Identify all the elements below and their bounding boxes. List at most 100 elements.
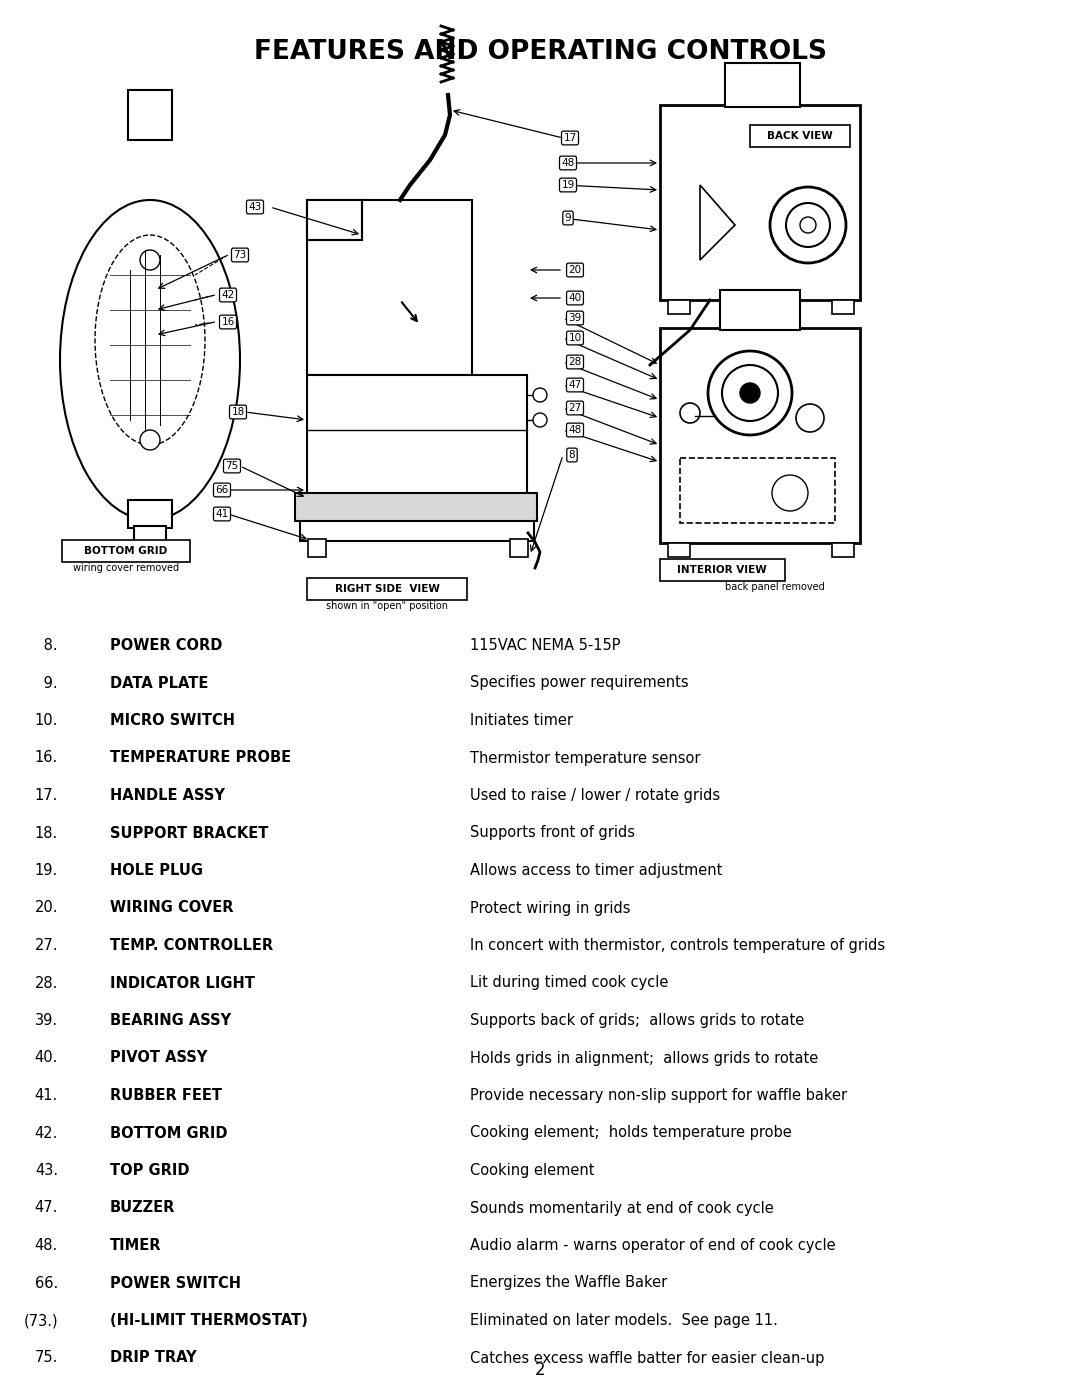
Circle shape xyxy=(740,383,760,402)
Text: HANDLE ASSY: HANDLE ASSY xyxy=(110,788,225,803)
Text: 66: 66 xyxy=(215,485,229,495)
Bar xyxy=(300,520,534,541)
Text: FEATURES AND OPERATING CONTROLS: FEATURES AND OPERATING CONTROLS xyxy=(254,39,826,66)
Text: BUZZER: BUZZER xyxy=(110,1200,175,1215)
Text: back panel removed: back panel removed xyxy=(725,583,825,592)
Text: Thermistor temperature sensor: Thermistor temperature sensor xyxy=(470,750,701,766)
Text: Eliminated on later models.  See page 11.: Eliminated on later models. See page 11. xyxy=(470,1313,778,1329)
Text: 39: 39 xyxy=(568,313,582,323)
Bar xyxy=(307,200,472,374)
Bar xyxy=(720,291,800,330)
Circle shape xyxy=(534,414,546,427)
Text: BACK VIEW: BACK VIEW xyxy=(767,131,833,141)
Text: 27: 27 xyxy=(568,402,582,414)
Text: (HI-LIMIT THERMOSTAT): (HI-LIMIT THERMOSTAT) xyxy=(110,1313,308,1329)
Bar xyxy=(660,328,860,543)
Text: Provide necessary non-slip support for waffle baker: Provide necessary non-slip support for w… xyxy=(470,1088,847,1104)
Bar xyxy=(308,539,326,557)
Circle shape xyxy=(723,365,778,420)
Text: TIMER: TIMER xyxy=(110,1238,162,1253)
Bar xyxy=(134,527,166,546)
Text: 27.: 27. xyxy=(35,937,58,953)
Text: 18.: 18. xyxy=(35,826,58,841)
Ellipse shape xyxy=(60,200,240,520)
Text: 17: 17 xyxy=(564,133,577,142)
Text: 115VAC NEMA 5-15P: 115VAC NEMA 5-15P xyxy=(470,638,621,652)
Polygon shape xyxy=(700,184,735,260)
Text: MICRO SWITCH: MICRO SWITCH xyxy=(110,712,235,728)
Text: TEMP. CONTROLLER: TEMP. CONTROLLER xyxy=(110,937,273,953)
Text: 8: 8 xyxy=(569,450,576,460)
Text: 20: 20 xyxy=(568,265,581,275)
Text: 20.: 20. xyxy=(35,901,58,915)
Text: INDICATOR LIGHT: INDICATOR LIGHT xyxy=(110,975,255,990)
Text: 19: 19 xyxy=(562,180,575,190)
Circle shape xyxy=(786,203,831,247)
Text: 19.: 19. xyxy=(35,863,58,877)
Circle shape xyxy=(534,388,546,402)
Bar xyxy=(680,458,835,522)
Text: Allows access to timer adjustment: Allows access to timer adjustment xyxy=(470,863,723,877)
Text: 10: 10 xyxy=(568,332,581,344)
Text: Cooking element: Cooking element xyxy=(470,1162,594,1178)
Text: Holds grids in alignment;  allows grids to rotate: Holds grids in alignment; allows grids t… xyxy=(470,1051,819,1066)
Text: HOLE PLUG: HOLE PLUG xyxy=(110,863,203,877)
Text: 47.: 47. xyxy=(35,1200,58,1215)
Text: 43: 43 xyxy=(248,203,261,212)
Text: 10.: 10. xyxy=(35,712,58,728)
Text: (73.): (73.) xyxy=(24,1313,58,1329)
Text: wiring cover removed: wiring cover removed xyxy=(73,563,179,573)
Text: Energizes the Waffle Baker: Energizes the Waffle Baker xyxy=(470,1275,667,1291)
Text: INTERIOR VIEW: INTERIOR VIEW xyxy=(677,564,767,576)
Text: POWER CORD: POWER CORD xyxy=(110,638,222,652)
Text: 28.: 28. xyxy=(35,975,58,990)
Text: Supports back of grids;  allows grids to rotate: Supports back of grids; allows grids to … xyxy=(470,1013,805,1028)
Bar xyxy=(295,493,537,521)
Text: 17.: 17. xyxy=(35,788,58,803)
Text: 47: 47 xyxy=(568,380,582,390)
Text: 75: 75 xyxy=(226,461,239,471)
Text: In concert with thermistor, controls temperature of grids: In concert with thermistor, controls tem… xyxy=(470,937,886,953)
Text: 75.: 75. xyxy=(35,1351,58,1365)
Bar xyxy=(307,374,527,495)
Text: TOP GRID: TOP GRID xyxy=(110,1162,189,1178)
Text: 42: 42 xyxy=(221,291,234,300)
Text: Specifies power requirements: Specifies power requirements xyxy=(470,676,689,690)
Bar xyxy=(669,300,690,314)
FancyBboxPatch shape xyxy=(660,559,785,581)
Text: Lit during timed cook cycle: Lit during timed cook cycle xyxy=(470,975,669,990)
Circle shape xyxy=(140,250,160,270)
Text: BEARING ASSY: BEARING ASSY xyxy=(110,1013,231,1028)
Circle shape xyxy=(796,404,824,432)
Text: 16.: 16. xyxy=(35,750,58,766)
Ellipse shape xyxy=(95,235,205,446)
Bar xyxy=(832,543,854,557)
Text: 40: 40 xyxy=(568,293,581,303)
Text: DATA PLATE: DATA PLATE xyxy=(110,676,208,690)
Text: 16: 16 xyxy=(221,317,234,327)
Text: 8.: 8. xyxy=(39,638,58,652)
FancyBboxPatch shape xyxy=(750,124,850,147)
Circle shape xyxy=(772,475,808,511)
Text: Cooking element;  holds temperature probe: Cooking element; holds temperature probe xyxy=(470,1126,792,1140)
FancyBboxPatch shape xyxy=(62,541,190,562)
Text: PIVOT ASSY: PIVOT ASSY xyxy=(110,1051,207,1066)
Circle shape xyxy=(680,402,700,423)
Text: BOTTOM GRID: BOTTOM GRID xyxy=(110,1126,228,1140)
Text: Initiates timer: Initiates timer xyxy=(470,712,573,728)
Text: Protect wiring in grids: Protect wiring in grids xyxy=(470,901,631,915)
FancyBboxPatch shape xyxy=(307,578,467,599)
Text: 42.: 42. xyxy=(35,1126,58,1140)
Text: Sounds momentarily at end of cook cycle: Sounds momentarily at end of cook cycle xyxy=(470,1200,773,1215)
Text: 41.: 41. xyxy=(35,1088,58,1104)
Text: Used to raise / lower / rotate grids: Used to raise / lower / rotate grids xyxy=(470,788,720,803)
Text: RIGHT SIDE  VIEW: RIGHT SIDE VIEW xyxy=(335,584,440,594)
Bar xyxy=(129,89,172,140)
Bar xyxy=(510,539,528,557)
Text: shown in "open" position: shown in "open" position xyxy=(326,601,448,610)
Text: Audio alarm - warns operator of end of cook cycle: Audio alarm - warns operator of end of c… xyxy=(470,1238,836,1253)
Text: 39.: 39. xyxy=(35,1013,58,1028)
Circle shape xyxy=(770,187,846,263)
Text: 41: 41 xyxy=(215,509,229,520)
Text: BOTTOM GRID: BOTTOM GRID xyxy=(84,546,167,556)
